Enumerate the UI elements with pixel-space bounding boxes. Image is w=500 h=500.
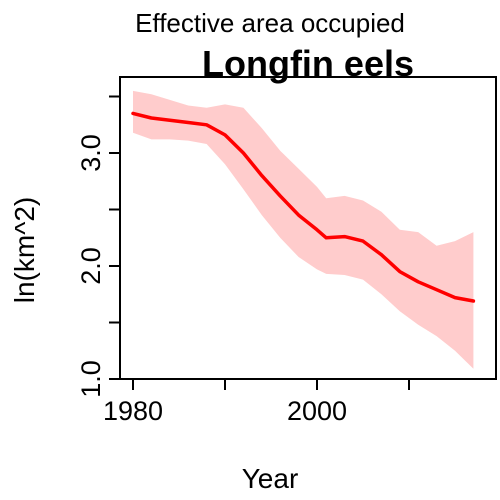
x-axis: 1980 2000 xyxy=(103,378,410,426)
trend-line xyxy=(131,111,476,303)
chart-subtitle: Effective area occupied xyxy=(135,8,405,38)
y-tick-label: 1.0 xyxy=(76,360,106,398)
y-tick-label: 2.0 xyxy=(76,247,106,285)
plot-layer xyxy=(131,90,476,369)
x-tick-label: 2000 xyxy=(287,396,347,426)
confidence-band xyxy=(133,90,474,369)
x-tick-label: 1980 xyxy=(103,396,163,426)
y-axis-label: ln(km^2) xyxy=(9,197,40,303)
x-axis-label: Year xyxy=(242,463,299,494)
y-axis: 1.0 2.0 3.0 xyxy=(76,95,121,398)
y-tick-label: 3.0 xyxy=(76,134,106,172)
